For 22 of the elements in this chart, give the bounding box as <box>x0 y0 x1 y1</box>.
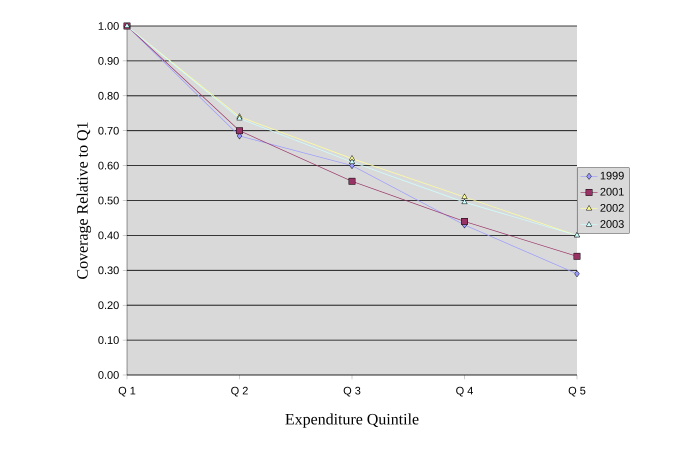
y-axis-title: Coverage Relative to Q1 <box>76 122 92 279</box>
y-tick-label: 0.80 <box>98 92 119 100</box>
y-tick-label: 0.20 <box>98 301 119 310</box>
x-tick-label: Q 3 <box>344 386 360 396</box>
y-tick-label: 0.40 <box>98 232 119 240</box>
y-tick-label: 0.10 <box>98 336 119 344</box>
y-tick-label: 0.30 <box>98 266 119 274</box>
y-tick-label: 0.60 <box>98 162 119 170</box>
y-tick-label: 0.90 <box>98 57 119 65</box>
x-tick-label: Q 5 <box>568 386 586 396</box>
x-axis-title: Expenditure Quintile <box>285 413 419 428</box>
legend-label: 2003 <box>600 220 624 228</box>
y-tick-label: 0.00 <box>98 371 119 379</box>
y-tick-label: 0.50 <box>98 196 119 204</box>
y-tick-label: 0.70 <box>98 126 119 135</box>
x-tick-label: Q 2 <box>231 386 248 396</box>
y-tick-label: 1.00 <box>98 22 119 30</box>
legend-label: 2002 <box>600 204 624 212</box>
x-tick-label: Q 4 <box>456 386 473 396</box>
legend-label: 2001 <box>600 188 624 196</box>
x-tick-label: Q 1 <box>118 386 136 396</box>
legend-label: 1999 <box>600 172 624 180</box>
